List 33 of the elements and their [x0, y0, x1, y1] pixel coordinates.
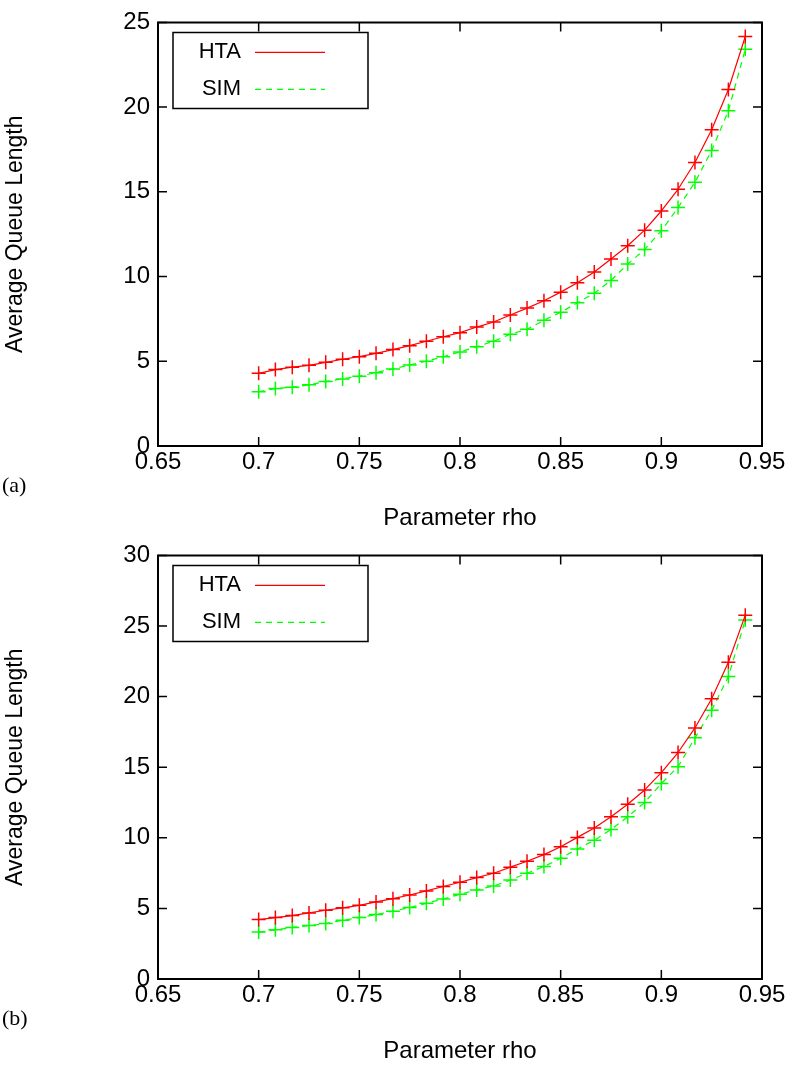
x-tick-label: 0.7 — [241, 447, 276, 475]
x-tick-label: 0.95 — [738, 447, 786, 475]
y-tick-label: 5 — [136, 345, 150, 373]
x-tick-label: 0.75 — [335, 980, 383, 1008]
x-tick-label: 0.8 — [443, 980, 477, 1008]
legend-label: HTA — [198, 38, 242, 64]
y-tick-label: 20 — [123, 91, 150, 119]
y-tick-label: 15 — [123, 751, 150, 779]
x-tick-label: 0.8 — [443, 447, 477, 475]
y-tick-label: 15 — [123, 176, 150, 204]
y-tick-label: 10 — [123, 261, 150, 289]
x-tick-label: 0.85 — [537, 980, 585, 1008]
x-tick-label: 0.95 — [738, 980, 786, 1008]
x-tick-label: 0.75 — [335, 447, 383, 475]
legend-label: SIM — [201, 608, 241, 634]
x-axis-title: Parameter rho — [383, 1036, 537, 1064]
y-tick-label: 10 — [123, 822, 150, 850]
legend-label: SIM — [201, 75, 241, 101]
text: (a) — [2, 472, 27, 498]
y-tick-label: 25 — [123, 610, 150, 638]
y-tick-label: 5 — [136, 893, 150, 921]
x-tick-label: 0.9 — [644, 447, 679, 475]
y-tick-label: 25 — [123, 7, 150, 35]
y-axis-title: Average Queue Length — [1, 648, 28, 886]
x-tick-label: 0.7 — [241, 980, 276, 1008]
y-tick-label: 30 — [123, 540, 150, 568]
legend-label: HTA — [198, 571, 242, 597]
y-tick-label: 20 — [123, 681, 150, 709]
y-axis-title: Average Queue Length — [1, 115, 28, 353]
text: (b) — [2, 1005, 28, 1031]
x-axis-title: Parameter rho — [383, 503, 537, 531]
x-tick-label: 0.85 — [537, 447, 585, 475]
x-tick-label: 0.9 — [644, 980, 679, 1008]
